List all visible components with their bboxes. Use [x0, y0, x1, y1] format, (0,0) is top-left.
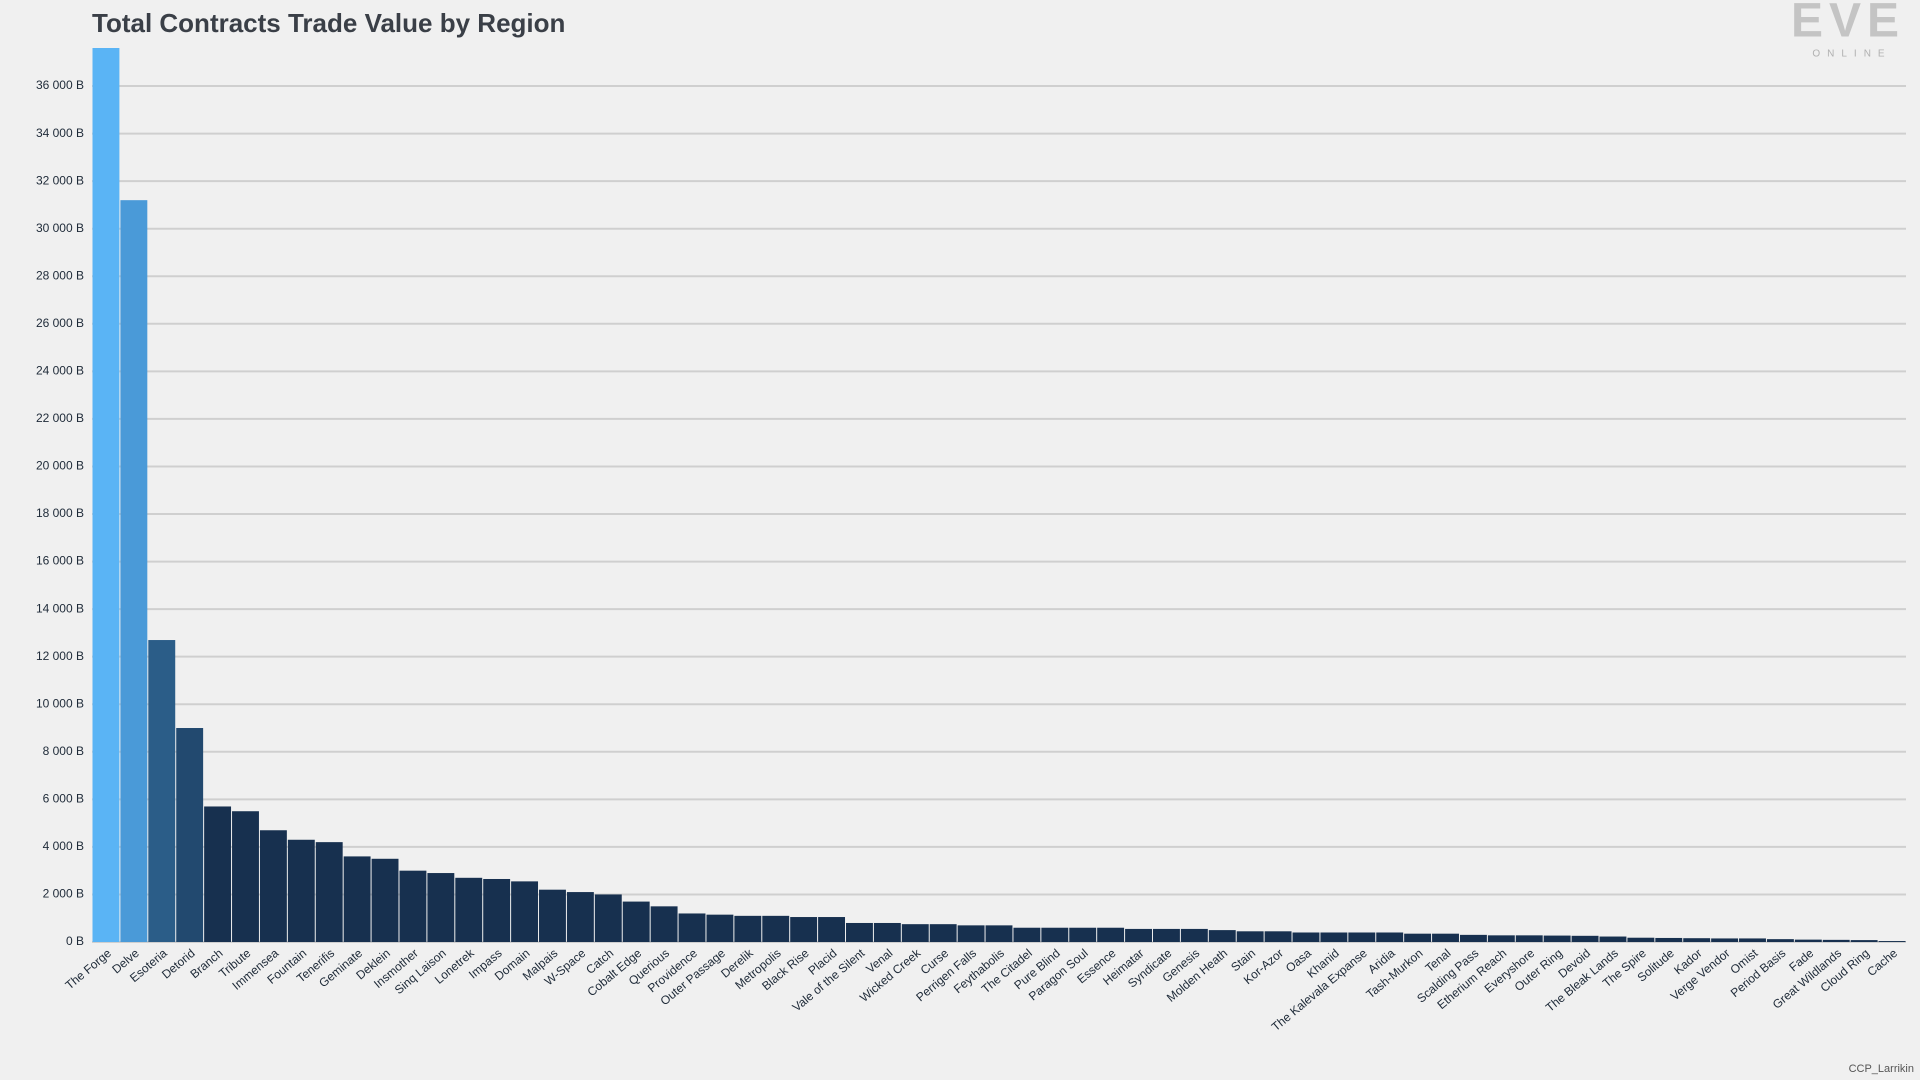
bar [1432, 933, 1459, 942]
y-tick-label: 30 000 B [36, 221, 84, 235]
bar [232, 811, 259, 942]
bar [1236, 931, 1264, 942]
bar [1152, 928, 1180, 942]
bar [287, 839, 315, 942]
y-tick-label: 4 000 B [43, 839, 84, 853]
bar [678, 913, 706, 942]
bar [818, 917, 846, 942]
bar [1180, 928, 1208, 942]
bar [762, 915, 790, 942]
bar [957, 925, 985, 942]
bar [622, 901, 650, 942]
y-tick-label: 36 000 B [36, 78, 84, 92]
bar [204, 806, 232, 942]
bar [1348, 932, 1376, 942]
bar [1850, 940, 1878, 942]
bar [846, 922, 873, 942]
y-tick-label: 14 000 B [36, 601, 84, 615]
y-tick-label: 18 000 B [36, 506, 84, 520]
bar [539, 889, 566, 942]
bar [1292, 932, 1320, 942]
bar [1013, 927, 1041, 942]
bar [1794, 939, 1822, 942]
bar [1766, 939, 1794, 942]
bar [985, 925, 1013, 942]
bar [399, 870, 427, 942]
bar [1655, 937, 1683, 942]
bar [343, 856, 371, 942]
chart-title: Total Contracts Trade Value by Region [92, 8, 565, 38]
bar [1739, 938, 1766, 942]
y-tick-label: 0 B [66, 934, 84, 948]
bar [594, 894, 622, 942]
y-tick-label: 26 000 B [36, 316, 84, 330]
y-tick-label: 28 000 B [36, 268, 84, 282]
bar [455, 877, 483, 942]
bar [371, 858, 399, 942]
bar [1097, 927, 1125, 942]
bar [483, 878, 511, 942]
bar [1264, 931, 1292, 942]
y-tick-label: 20 000 B [36, 459, 84, 473]
bar [1041, 927, 1069, 942]
logo-tagline: ONLINE [1812, 49, 1891, 60]
bar [1404, 933, 1432, 942]
bar [650, 906, 678, 942]
bar [1208, 930, 1236, 942]
bar [120, 200, 148, 942]
bar [1543, 935, 1571, 942]
y-tick-label: 16 000 B [36, 554, 84, 568]
y-tick-label: 32 000 B [36, 173, 84, 187]
bar [901, 924, 929, 942]
y-tick-label: 22 000 B [36, 411, 84, 425]
y-tick-label: 6 000 B [43, 792, 84, 806]
bar [929, 924, 957, 942]
bar [176, 728, 204, 942]
y-tick-label: 24 000 B [36, 364, 84, 378]
bar [148, 640, 176, 942]
bar [1878, 941, 1906, 942]
bar [1459, 934, 1487, 942]
y-tick-label: 8 000 B [43, 744, 84, 758]
logo: EVE [1791, 0, 1905, 48]
bar [1515, 935, 1543, 942]
bar [1627, 937, 1655, 942]
bar [1599, 936, 1627, 942]
y-tick-label: 10 000 B [36, 696, 84, 710]
bar [1822, 939, 1850, 942]
credit: CCP_Larrikin [1849, 1063, 1914, 1075]
bar [566, 892, 594, 942]
y-tick-label: 2 000 B [43, 887, 84, 901]
bar [511, 881, 539, 942]
bar [259, 830, 287, 942]
bar [1571, 935, 1599, 942]
bar [1125, 928, 1152, 942]
bar [873, 922, 901, 942]
bar [790, 917, 818, 942]
bar [706, 914, 734, 942]
bar [1487, 935, 1515, 942]
bar [427, 873, 455, 942]
y-tick-label: 12 000 B [36, 649, 84, 663]
bar [92, 48, 120, 942]
y-tick-label: 34 000 B [36, 126, 84, 140]
bar [1376, 932, 1404, 942]
bar [1683, 938, 1711, 942]
bar [734, 915, 762, 942]
bar [1711, 938, 1739, 942]
bar [1069, 927, 1097, 942]
bar [1320, 932, 1348, 942]
bar [315, 842, 343, 942]
